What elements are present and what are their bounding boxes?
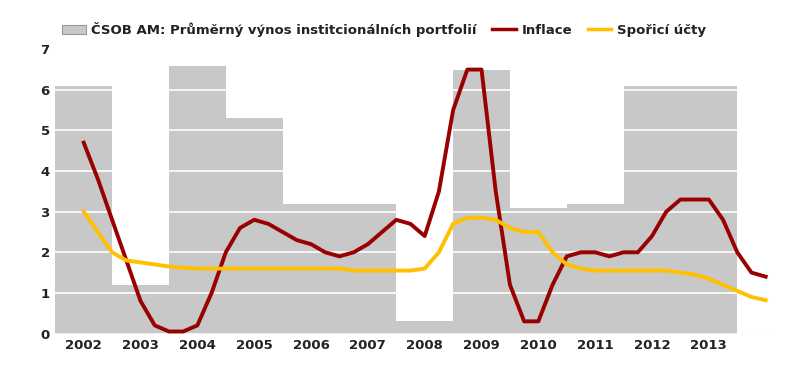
Bar bbox=[623, 86, 680, 334]
Legend: ČSOB AM: Průměrný výnos institcionálních portfolií, Inflace, Spořicí účty: ČSOB AM: Průměrný výnos institcionálních… bbox=[62, 22, 705, 37]
Bar bbox=[112, 285, 169, 334]
Bar bbox=[680, 86, 737, 334]
Bar bbox=[566, 204, 623, 334]
Bar bbox=[453, 70, 510, 334]
Bar bbox=[55, 86, 112, 334]
Bar bbox=[283, 204, 340, 334]
Bar bbox=[397, 321, 453, 334]
Bar bbox=[226, 118, 283, 334]
Bar bbox=[510, 208, 566, 334]
Bar bbox=[169, 66, 226, 334]
Bar bbox=[340, 204, 397, 334]
